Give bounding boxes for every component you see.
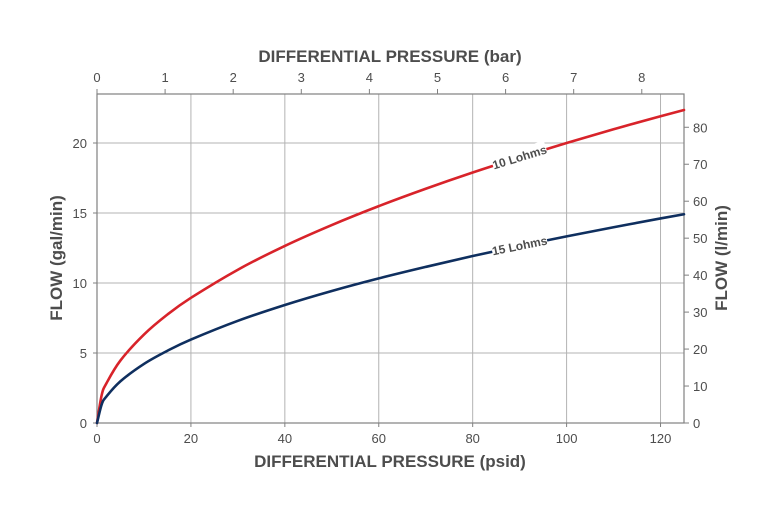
x-top-tick-label: 2 (230, 70, 237, 85)
y-right-tick-label: 80 (693, 120, 707, 135)
x-bottom-tick-label: 80 (465, 431, 479, 446)
y-right-tick-label: 10 (693, 379, 707, 394)
curve-label-group: 15 Lohms (490, 231, 549, 261)
series-line-10-lohms (95, 108, 686, 425)
y-left-tick-label: 0 (80, 416, 87, 431)
y-left-tick-label: 15 (73, 206, 87, 221)
x-top-tick-label: 7 (570, 70, 577, 85)
series-line-15-lohms (95, 212, 686, 425)
left-axis-title: FLOW (gal/min) (47, 195, 66, 321)
x-bottom-tick-label: 20 (184, 431, 198, 446)
x-bottom-tick-label: 40 (278, 431, 292, 446)
y-right-tick-label: 50 (693, 231, 707, 246)
series-layer (95, 108, 686, 425)
y-right-tick-label: 30 (693, 305, 707, 320)
x-top-tick-label: 3 (298, 70, 305, 85)
x-bottom-tick-label: 60 (372, 431, 386, 446)
curve-label-background (490, 140, 550, 175)
plot-frame (96, 93, 685, 424)
y-right-tick-label: 20 (693, 342, 707, 357)
x-top-tick-label: 4 (366, 70, 373, 85)
right-axis-title: FLOW (l/min) (712, 205, 731, 311)
x-top-tick-label: 8 (638, 70, 645, 85)
y-right-tick-label: 0 (693, 416, 700, 431)
x-top-tick-label: 6 (502, 70, 509, 85)
y-left-tick-label: 20 (73, 136, 87, 151)
curve-label-group: 10 Lohms (490, 140, 550, 175)
x-bottom-tick-label: 120 (650, 431, 672, 446)
y-left-tick-label: 5 (80, 346, 87, 361)
x-bottom-tick-label: 100 (556, 431, 578, 446)
y-right-tick-label: 70 (693, 157, 707, 172)
x-top-tick-label: 0 (93, 70, 100, 85)
grid (97, 94, 684, 423)
curve-label-10-lohms: 10 Lohms (491, 142, 549, 172)
top-axis-title: DIFFERENTIAL PRESSURE (bar) (258, 47, 521, 66)
y-right-tick-label: 40 (693, 268, 707, 283)
curve-labels: 10 Lohms 15 Lohms (490, 140, 550, 261)
x-top-tick-label: 5 (434, 70, 441, 85)
curve-label-background (490, 231, 549, 261)
y-right-tick-label: 60 (693, 194, 707, 209)
y-left-tick-label: 10 (73, 276, 87, 291)
x-bottom-tick-label: 0 (93, 431, 100, 446)
bottom-axis-title: DIFFERENTIAL PRESSURE (psid) (254, 452, 526, 471)
x-top-tick-label: 1 (161, 70, 168, 85)
